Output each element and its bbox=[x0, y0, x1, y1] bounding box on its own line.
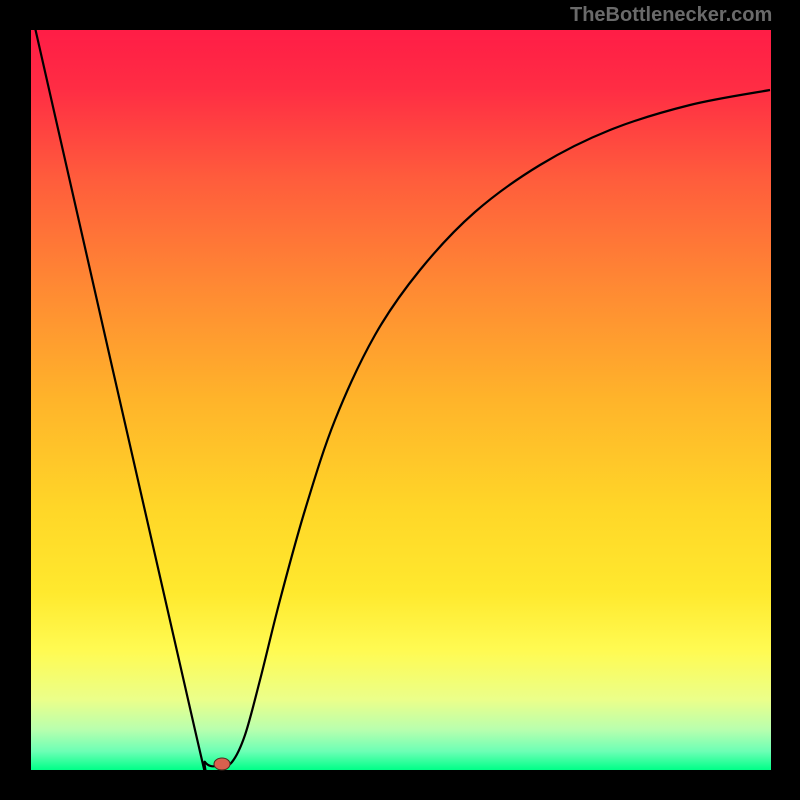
watermark-text: TheBottlenecker.com bbox=[570, 4, 772, 27]
optimal-point-marker bbox=[214, 758, 230, 770]
plot-area bbox=[31, 30, 771, 770]
bottleneck-chart: TheBottlenecker.com bbox=[0, 0, 800, 800]
bottleneck-curve bbox=[31, 10, 770, 794]
curve-layer bbox=[0, 0, 800, 800]
